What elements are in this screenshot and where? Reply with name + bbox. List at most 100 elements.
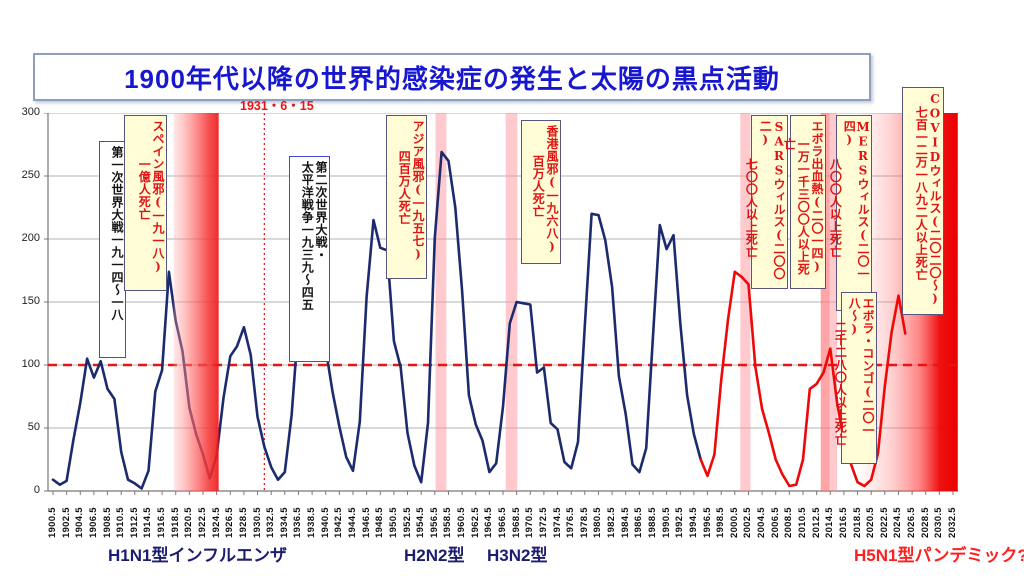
annotation-covid-deaths: 七百一二万一八九二人以上死亡 — [914, 106, 929, 281]
annotation-ww2: 第二次世界大戦・ 太平洋戦争一九三九〜四五 — [289, 156, 330, 362]
x-axis-tick-label: 1936.5 — [292, 507, 304, 538]
x-axis-tick-label: 1964.5 — [483, 507, 495, 538]
annotation-ww2-line2: 太平洋戦争一九三九〜四五 — [300, 161, 315, 311]
event-band-sars-2002 — [740, 113, 751, 491]
x-axis-tick-label: 1920.5 — [183, 507, 195, 538]
x-axis-tick-label: 2008.5 — [783, 507, 795, 538]
annotation-ww1-text: 第一次世界大戦一九一四〜一八 — [110, 146, 124, 321]
x-axis-tick-label: 1900.5 — [47, 507, 58, 538]
annotation-mers: MERSウィルス(二〇一四) 八〇〇人以上死亡 — [828, 115, 872, 311]
x-axis-tick-label: 1916.5 — [156, 507, 168, 538]
x-axis-tick-label: 1966.5 — [497, 507, 508, 538]
date-marker-label: 1931・6・15 — [240, 99, 314, 113]
x-axis-tick-label: 1926.5 — [224, 507, 236, 538]
x-axis-tick-label: 1970.5 — [524, 507, 536, 538]
x-axis-tick-label: 2030.5 — [933, 507, 945, 538]
annotation-ww1: 第一次世界大戦一九一四〜一八 — [99, 141, 126, 358]
x-axis-tick-label: 1954.5 — [415, 507, 427, 538]
annotation-asian-flu-title: アジア風邪(一九五七) — [411, 120, 425, 262]
x-axis-tick-label: 2010.5 — [797, 507, 808, 538]
y-axis-tick-label: 0 — [33, 484, 40, 496]
x-axis-tick-label: 1904.5 — [74, 507, 86, 538]
x-axis-tick-label: 1948.5 — [374, 507, 386, 538]
x-axis-tick-label: 1906.5 — [87, 507, 99, 538]
x-axis-tick-label: 2012.5 — [810, 507, 822, 538]
annotation-ww2-line1: 第二次世界大戦・ — [314, 161, 328, 261]
x-axis-tick-label: 2014.5 — [824, 507, 836, 538]
x-axis-tick-label: 1940.5 — [319, 507, 331, 538]
x-axis-tick-label: 1960.5 — [456, 507, 468, 538]
annotation-ebola-congo-title: エボラ・コンゴ(二〇一八〜) — [847, 297, 875, 437]
x-axis-tick-label: 2020.5 — [865, 507, 877, 538]
label-h5n1: H5N1型パンデミック? — [854, 546, 1024, 565]
annotation-hongkong-flu: 香港風邪(一九六八) 百万人死亡 — [521, 120, 561, 264]
annotation-ebola-congo-deaths: 二千二八〇人以上死亡 — [833, 321, 848, 446]
event-band-ebola-mers-2014b — [829, 113, 838, 491]
x-axis-tick-label: 1924.5 — [210, 507, 222, 538]
annotation-mers-title: MERSウィルス(二〇一四) — [842, 120, 870, 280]
x-axis-tick-label: 1928.5 — [237, 507, 249, 538]
x-axis-tick-label: 1956.5 — [428, 507, 440, 538]
y-axis-tick-label: 50 — [27, 421, 40, 433]
x-axis-tick-label: 1976.5 — [565, 507, 577, 538]
x-axis-tick-label: 1930.5 — [251, 507, 263, 538]
x-axis-tick-label: 1902.5 — [60, 507, 72, 538]
sunspot-line-historic — [51, 150, 703, 490]
x-axis-tick-label: 1980.5 — [592, 507, 604, 538]
x-axis-tick-label: 2004.5 — [756, 507, 768, 538]
x-axis-tick-label: 1946.5 — [360, 507, 372, 538]
x-axis-tick-label: 1918.5 — [169, 507, 181, 538]
x-axis-tick-label: 1952.5 — [401, 507, 413, 538]
label-h1n1: H1N1型インフルエンザ — [108, 546, 287, 565]
annotation-sars-deaths: 七〇〇人以上死亡 — [744, 158, 759, 258]
x-axis-tick-label: 1962.5 — [469, 507, 481, 538]
sunspot-line-recent — [699, 270, 907, 488]
x-axis-tick-label: 2000.5 — [728, 507, 740, 538]
annotation-ebola: エボラ出血熱(二〇一四) 一万一千三〇〇人以上死亡 — [782, 115, 826, 289]
x-axis-tick-label: 2018.5 — [851, 507, 863, 538]
x-axis-tick-label: 1934.5 — [278, 507, 290, 538]
x-axis-tick-label: 2028.5 — [919, 507, 931, 538]
y-axis-tick-label: 250 — [21, 169, 40, 181]
x-axis-tick-label: 1994.5 — [687, 507, 699, 538]
x-axis-tick-label: 1922.5 — [197, 507, 208, 538]
event-band-hongkong-flu-1968 — [505, 113, 518, 491]
x-axis-tick-label: 2022.5 — [878, 507, 890, 538]
x-axis-tick-label: 1982.5 — [606, 507, 618, 538]
y-axis-tick-label: 150 — [21, 295, 40, 307]
x-axis-tick-label: 1974.5 — [551, 507, 563, 538]
x-axis-tick-label: 1988.5 — [647, 507, 658, 538]
label-h2n2: H2N2型 — [404, 546, 465, 565]
x-axis-tick-label: 1944.5 — [347, 507, 358, 538]
x-axis-tick-label: 2006.5 — [769, 507, 781, 538]
y-axis-tick-label: 300 — [21, 106, 40, 118]
y-axis-tick-label: 200 — [21, 232, 40, 244]
x-axis-tick-label: 1932.5 — [265, 507, 277, 538]
x-axis-tick-label: 1950.5 — [387, 507, 399, 538]
x-axis-tick-label: 1996.5 — [701, 507, 713, 538]
annotation-covid: COVIDウィルス(二〇二〇〜) 七百一二万一八九二人以上死亡 — [902, 87, 944, 315]
annotation-hongkong-flu-title: 香港風邪(一九六八) — [545, 125, 559, 254]
x-axis-tick-label: 2002.5 — [742, 507, 754, 538]
x-axis-tick-label: 1938.5 — [306, 507, 318, 538]
annotation-sars-title: SARSウィルス(二〇〇二) — [758, 120, 786, 280]
x-axis-tick-label: 1978.5 — [578, 507, 590, 538]
annotation-hongkong-flu-deaths: 百万人死亡 — [531, 155, 546, 218]
x-axis-tick-label: 2024.5 — [892, 507, 904, 538]
annotation-asian-flu: アジア風邪(一九五七) 四百万人死亡 — [386, 115, 427, 279]
annotation-spanish-flu-deaths: 一億人死亡 — [137, 158, 152, 221]
x-axis-tick-label: 1914.5 — [142, 507, 154, 538]
label-h3n2: H3N2型 — [487, 546, 548, 565]
x-axis-tick-label: 1908.5 — [101, 507, 113, 538]
x-axis-tick-label: 1998.5 — [715, 507, 727, 538]
annotation-covid-title: COVIDウィルス(二〇二〇〜) — [928, 92, 942, 306]
annotation-spanish-flu-title: スペイン風邪(一九一八) — [151, 120, 165, 274]
event-band-ebola-mers-2014a — [820, 113, 830, 491]
event-band-spanish-flu-period — [173, 113, 219, 491]
x-axis-tick-label: 2026.5 — [906, 507, 918, 538]
event-band-asian-flu-1957 — [435, 113, 447, 491]
x-axis-tick-label: 1958.5 — [442, 507, 454, 538]
annotation-asian-flu-deaths: 四百万人死亡 — [397, 150, 412, 225]
x-axis-tick-label: 2016.5 — [837, 507, 849, 538]
